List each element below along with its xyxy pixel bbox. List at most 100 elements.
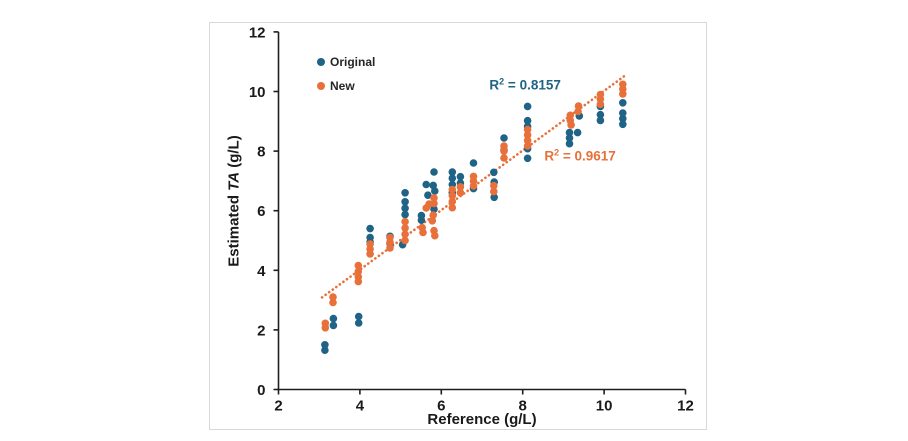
point-original (523, 154, 532, 163)
point-original (490, 193, 499, 202)
point-new (574, 107, 582, 116)
point-original (565, 139, 574, 148)
point-new (401, 217, 409, 226)
point-new (401, 224, 409, 232)
point-new (523, 125, 532, 134)
point-new (523, 136, 532, 145)
legend-label-original: Original (330, 54, 376, 69)
y-tick-label: 6 (257, 203, 265, 220)
trendline (320, 74, 626, 299)
point-original (321, 341, 329, 349)
point-original (565, 134, 574, 142)
series-original (321, 99, 627, 355)
legend: Original New (317, 53, 375, 101)
point-new (354, 267, 363, 276)
x-tick-label: 4 (356, 398, 365, 415)
point-original (596, 116, 605, 125)
y-tick-label: 8 (257, 144, 265, 161)
point-new (448, 185, 457, 194)
point-original (596, 110, 605, 119)
point-new (386, 238, 394, 247)
point-original (401, 204, 409, 213)
point-original (500, 134, 508, 142)
point-original (431, 187, 439, 195)
point-original (469, 159, 478, 167)
point-new (419, 228, 427, 237)
x-tick-label: 10 (596, 398, 613, 415)
point-new (490, 187, 498, 196)
x-ticks: 2 4 6 8 10 12 (274, 389, 694, 415)
point-original (619, 114, 627, 123)
point-new (401, 230, 409, 238)
x-tick-label: 8 (519, 398, 527, 415)
point-original (321, 346, 329, 355)
point-original (366, 224, 374, 233)
r-squared-original: R2 = 0.8157 (489, 76, 561, 93)
legend-marker-new (317, 81, 325, 90)
point-new (354, 277, 363, 286)
point-original (619, 120, 627, 129)
y-axis-title: Estimated TA (g/L) (225, 135, 243, 267)
point-original (490, 168, 498, 177)
point-original (619, 109, 627, 117)
point-original (424, 191, 432, 199)
x-tick-label: 12 (677, 398, 694, 415)
point-new (469, 182, 478, 190)
r-squared-new: R2 = 0.9617 (544, 147, 616, 164)
point-new (523, 131, 532, 139)
point-original (417, 216, 426, 224)
point-original (329, 321, 338, 330)
point-new (386, 244, 394, 252)
point-new (500, 147, 508, 155)
point-new (456, 183, 465, 191)
point-new (431, 231, 439, 240)
point-original (401, 210, 409, 219)
point-original (354, 319, 363, 327)
point-new (596, 100, 605, 109)
point-original (573, 128, 582, 137)
point-original (565, 128, 574, 137)
point-new (401, 236, 409, 245)
point-original (329, 314, 338, 323)
point-new (321, 324, 330, 332)
series-new (321, 80, 627, 332)
y-tick-label: 10 (249, 84, 266, 101)
point-original (422, 180, 431, 189)
point-new (523, 142, 532, 150)
x-tick-label: 2 (274, 398, 282, 415)
legend-item-original: Original (317, 53, 375, 70)
x-axis-title: Reference (g/L) (427, 411, 537, 428)
point-new (490, 181, 498, 190)
legend-label-new: New (330, 78, 355, 93)
point-original (401, 198, 409, 206)
point-new (500, 154, 508, 162)
point-new (329, 293, 337, 301)
point-original (456, 172, 465, 181)
point-new (429, 211, 438, 219)
point-new (366, 250, 374, 258)
point-original (523, 102, 532, 111)
point-new (430, 194, 438, 202)
x-tick-label: 6 (437, 398, 445, 415)
y-ticks: 0 2 4 6 8 10 12 (249, 24, 279, 399)
point-new (448, 203, 457, 212)
point-original (448, 174, 457, 182)
y-tick-label: 12 (249, 24, 266, 41)
point-original (430, 205, 438, 213)
point-original (354, 312, 363, 321)
y-tick-label: 4 (257, 263, 266, 280)
point-new (422, 204, 431, 212)
point-new (428, 217, 437, 225)
point-new (448, 197, 457, 206)
point-new (430, 199, 438, 208)
point-original (430, 168, 438, 176)
point-original (619, 99, 627, 107)
point-new (354, 261, 363, 270)
y-tick-label: 0 (257, 382, 265, 399)
point-new (574, 102, 583, 110)
point-new (448, 192, 457, 200)
point-original (448, 168, 457, 176)
point-original (523, 116, 532, 125)
